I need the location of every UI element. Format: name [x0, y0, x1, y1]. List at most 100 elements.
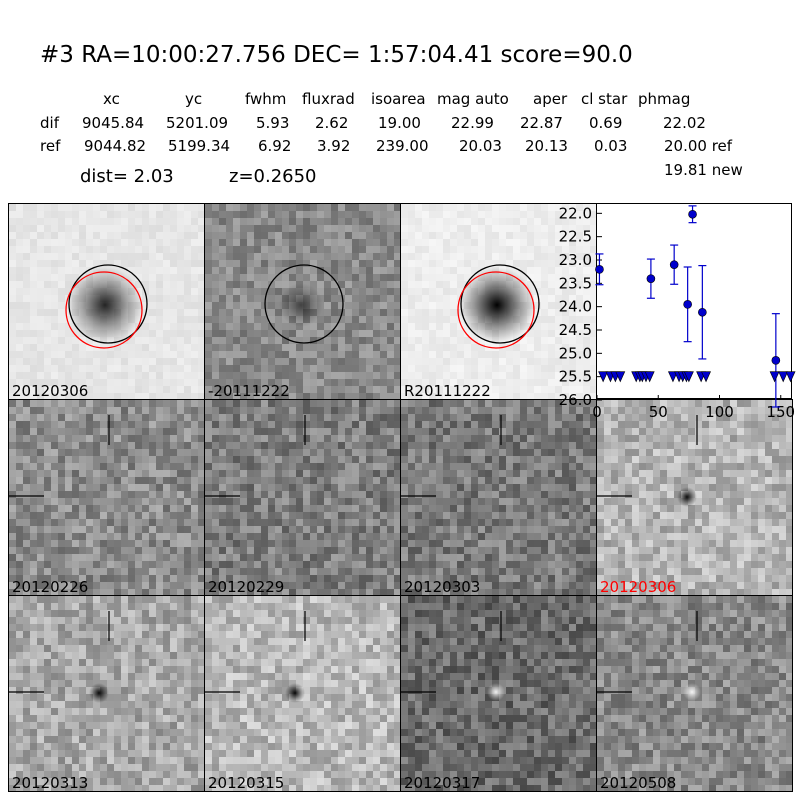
col-header-xc: xc [103, 90, 120, 108]
x-tick-label: 150 [766, 403, 795, 421]
image-panel-new: 20120306 [8, 203, 205, 400]
stamp-panel: 20120226 [8, 399, 205, 596]
ref-cl-star: 0.03 [594, 137, 628, 155]
stamp-panel: 20120306 [596, 399, 793, 596]
upper-limit-marker [785, 371, 796, 383]
stamp-date-label: 20120315 [208, 774, 285, 792]
upper-limit-marker [769, 371, 780, 383]
col-header-phmag: phmag [638, 90, 691, 108]
upper-limit-marker [598, 371, 609, 383]
stamp-date-label: 20120306 [600, 578, 677, 596]
stamp-image [9, 596, 204, 791]
stamp-panel: 20120317 [400, 595, 597, 792]
dif-xc: 9045.84 [82, 114, 145, 132]
light-curve-chart: 22.0 22.5 23.0 23.5 24.0 24.5 25.0 25.5 26.00 50 1… [559, 204, 796, 421]
ref-yc: 5199.34 [168, 137, 231, 155]
col-header-cl-star: cl star [581, 90, 628, 108]
image-panel-diff: -20111222 [204, 203, 401, 400]
ref-isoarea: 239.00 [376, 137, 429, 155]
col-header-fwhm: fwhm [245, 90, 287, 108]
stamp-image [205, 596, 400, 791]
stamp-date-label: 20120313 [12, 774, 89, 792]
dif-yc: 5201.09 [166, 114, 229, 132]
dif-fwhm: 5.93 [256, 114, 290, 132]
detection-point [698, 264, 707, 360]
x-tick-label: 0 [592, 403, 602, 421]
ref-mag-auto: 20.03 [459, 137, 502, 155]
upper-limit-marker [683, 371, 694, 383]
image-grid: 20120306 -20111222 R20111222 20120226 20120… [8, 203, 796, 792]
redshift-value: z=0.2650 [229, 166, 317, 187]
new-image [9, 204, 204, 399]
dif-phmag: 22.02 [663, 114, 706, 132]
ref-fluxrad: 3.92 [317, 137, 351, 155]
stamp-panel: 20120229 [204, 399, 401, 596]
dif-mag-auto: 22.99 [451, 114, 494, 132]
upper-limit-marker [644, 371, 655, 383]
y-tick-label: 25.0 [559, 344, 592, 362]
col-header-aper: aper [533, 90, 568, 108]
upper-limit-marker [615, 371, 626, 383]
dif-aper: 22.87 [520, 114, 563, 132]
x-tick-label: 50 [649, 403, 668, 421]
upper-limit-marker [778, 371, 789, 383]
stamp-image [9, 400, 204, 595]
stamp-panel: 20120508 [596, 595, 793, 792]
detection-point [688, 205, 697, 224]
stamp-panel: 20120313 [8, 595, 205, 792]
y-tick-label: 22.0 [559, 204, 592, 222]
row-label-ref: ref [40, 137, 61, 155]
stamp-image [597, 596, 792, 791]
stamp-image [401, 400, 596, 595]
dist-value: dist= 2.03 [80, 166, 174, 187]
phmag-new: 19.81 new [664, 161, 743, 179]
ref-xc: 9044.82 [84, 137, 147, 155]
col-header-mag-auto: mag auto [437, 90, 509, 108]
upper-limit-marker [667, 371, 678, 383]
y-tick-label: 23.0 [559, 251, 592, 269]
stamp-image [205, 400, 400, 595]
y-tick-label: 24.5 [559, 321, 592, 339]
dif-cl-star: 0.69 [589, 114, 623, 132]
diff-image [205, 204, 400, 399]
col-header-fluxrad: fluxrad [302, 90, 355, 108]
panel-date-label: R20111222 [404, 382, 491, 400]
aperture-circle-red [65, 271, 143, 349]
aperture-circle-black [264, 264, 344, 344]
ref-phmag: 20.00 ref [664, 137, 733, 155]
row-label-dif: dif [40, 114, 59, 132]
y-tick-label: 23.5 [559, 274, 592, 292]
ref-image [401, 204, 596, 399]
dif-fluxrad: 2.62 [315, 114, 349, 132]
panel-date-label: 20120306 [12, 382, 89, 400]
y-tick-label: 26.0 [559, 391, 592, 409]
stamp-image [401, 596, 596, 791]
col-header-isoarea: isoarea [371, 90, 426, 108]
aperture-circle-black [460, 264, 540, 344]
ref-fwhm: 6.92 [258, 137, 292, 155]
stamp-date-label: 20120508 [600, 774, 677, 792]
stamp-date-label: 20120303 [404, 578, 481, 596]
light-curve-panel: 22.0 22.5 23.0 23.5 24.0 24.5 25.0 25.5 26.0 0 50 1… [559, 203, 796, 421]
dif-isoarea: 19.00 [378, 114, 421, 132]
stamp-date-label: 20120317 [404, 774, 481, 792]
col-header-yc: yc [185, 90, 203, 108]
y-tick-label: 24.0 [559, 298, 592, 316]
detection-point [669, 244, 679, 285]
detection-point [646, 258, 656, 299]
upper-limit-marker [701, 371, 711, 383]
stamp-panel: 20120303 [400, 399, 597, 596]
stamp-date-label: 20120226 [12, 578, 89, 596]
detection-point [771, 313, 781, 408]
x-tick-label: 100 [705, 403, 734, 421]
detection-point [683, 266, 692, 343]
stamp-image [597, 400, 792, 595]
panel-date-label: -20111222 [208, 382, 290, 400]
y-tick-label: 22.5 [559, 228, 592, 246]
aperture-circle-black [68, 264, 148, 344]
y-tick-label: 25.5 [559, 368, 592, 386]
stamp-panel: 20120315 [204, 595, 401, 792]
image-panel-ref: R20111222 [400, 203, 597, 400]
candidate-title: #3 RA=10:00:27.756 DEC= 1:57:04.41 score… [40, 42, 633, 68]
stamp-date-label: 20120229 [208, 578, 285, 596]
